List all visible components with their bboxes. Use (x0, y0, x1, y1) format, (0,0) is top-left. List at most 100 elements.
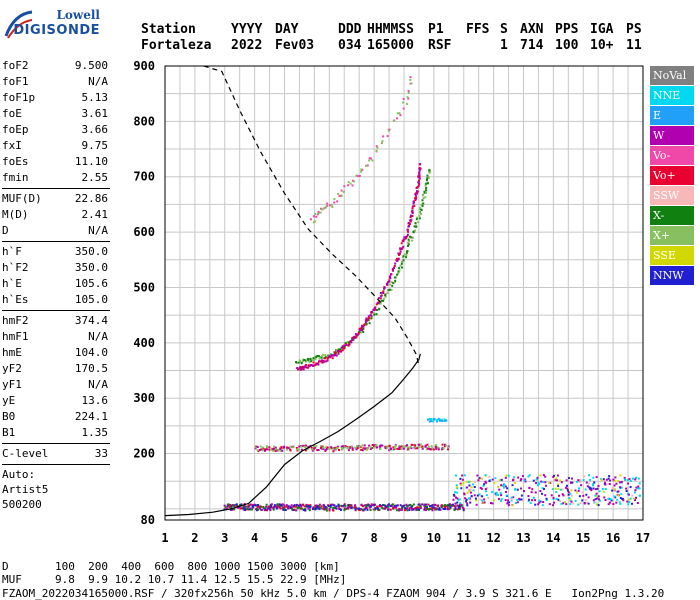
trace-f2-xplus-point (339, 348, 342, 351)
x-tick-label: 9 (400, 531, 407, 545)
trace-e-layer-point (414, 507, 417, 510)
trace-e-layer-point (316, 506, 319, 509)
sporadic-e-point (596, 497, 599, 500)
trace-es-point (441, 443, 444, 446)
sporadic-e-point (638, 487, 641, 490)
param-label: M(D) (2, 208, 29, 221)
param-row: fxI 9.75 (2, 138, 110, 154)
sporadic-e-point (577, 503, 580, 506)
trace-f2-xplus-point (391, 284, 394, 287)
sporadic-e-point (550, 494, 553, 497)
trace-e-layer-point (335, 507, 338, 510)
trace-f2-oplus-point (332, 354, 335, 357)
sporadic-e-point (577, 489, 580, 492)
sporadic-e-point (487, 496, 490, 499)
sporadic-e-point (544, 475, 547, 478)
trace-e-layer-point (245, 505, 248, 508)
trace-f2-xplus-point (393, 281, 396, 284)
trace-f2-multihop-point (323, 207, 326, 210)
trace-e-layer-point (278, 506, 281, 509)
sporadic-e-point (628, 500, 631, 503)
trace-es-point (384, 447, 387, 450)
sporadic-e-point (540, 492, 543, 495)
param-value: 33 (94, 447, 108, 460)
trace-e-layer-point (436, 508, 439, 511)
param-row: foF1 N/A (2, 74, 110, 90)
trace-e-layer-point (305, 503, 308, 506)
trace-es-point (426, 447, 429, 450)
trace-es-point (369, 448, 372, 451)
trace-e-layer-point (278, 503, 281, 506)
sporadic-e-point (619, 497, 622, 500)
trace-f2-oplus-point (408, 223, 411, 226)
y-tick-label: 900 (133, 59, 155, 73)
sporadic-e-point (501, 484, 504, 487)
trace-es-point (351, 447, 354, 450)
sporadic-e-point (537, 503, 540, 506)
trace-f2-multihop-point (342, 190, 345, 193)
param-value: 350.0 (74, 261, 108, 274)
sporadic-e-point (639, 494, 642, 497)
sporadic-e-point (594, 498, 597, 501)
trace-e-layer-point (409, 503, 412, 506)
trace-f2-xplus-point (305, 359, 308, 362)
trace-e-layer-point (354, 506, 357, 509)
sporadic-e-point (539, 490, 542, 493)
trace-es-point (273, 445, 276, 448)
trace-e-layer-point (439, 508, 442, 511)
trace-es-point (266, 446, 269, 449)
trace-es-point (287, 446, 290, 449)
trace-f2-multihop-point (343, 185, 346, 188)
trace-f2-xplus-point (335, 350, 338, 353)
sporadic-e-point (579, 480, 582, 483)
sporadic-e-point (514, 482, 517, 485)
sporadic-e-point (517, 476, 520, 479)
sporadic-e-point (464, 497, 467, 500)
trace-es-point (414, 444, 417, 447)
trace-e-layer-point (249, 507, 252, 510)
trace-e-layer-point (438, 506, 441, 509)
trace-e-layer-point (438, 508, 441, 511)
trace-f2-oplus-point (409, 215, 412, 218)
sporadic-e-point (566, 489, 569, 492)
trace-es-point (414, 446, 417, 449)
trace-e-layer-point (393, 506, 396, 509)
sporadic-e-point (505, 494, 508, 497)
trace-f2-xplus-point (422, 197, 425, 200)
sporadic-e-point (559, 500, 562, 503)
trace-e-layer-point (462, 509, 465, 512)
trace-es-point (360, 448, 363, 451)
sporadic-e-point (627, 498, 630, 501)
sporadic-e-point (477, 479, 480, 482)
trace-f2-xplus-point (383, 297, 386, 300)
trace-f2-xplus-point (318, 357, 321, 360)
trace-e-layer-point (265, 503, 268, 506)
sporadic-e-point (544, 494, 547, 497)
trace-e-layer-point (380, 504, 383, 507)
trace-f2-multihop-point (337, 192, 340, 195)
x-tick-label: 5 (281, 531, 288, 545)
trace-e-layer-point (403, 504, 406, 507)
trace-f2-oplus-point (375, 303, 378, 306)
trace-es-point (425, 448, 428, 451)
trace-e-layer-point (303, 505, 306, 508)
trace-e-layer-point (405, 503, 408, 506)
sporadic-e-point (604, 481, 607, 484)
trace-f2-oplus-point (396, 259, 399, 262)
trace-e-layer-point (424, 505, 427, 508)
trace-f2-multihop-point (409, 82, 412, 85)
trace-e-layer-point (446, 508, 449, 511)
trace-es-point (361, 449, 364, 452)
trace-f2-xplus-point (295, 360, 298, 363)
trace-es-point (442, 447, 445, 450)
trace-e-layer-point (427, 503, 430, 506)
sporadic-e-point (585, 493, 588, 496)
sporadic-e-point (569, 503, 572, 506)
trace-e-layer-point (453, 508, 456, 511)
trace-f2-xplus-point (403, 253, 406, 256)
param-row: MUF(D) 22.86 (2, 191, 110, 207)
param-row: hmF1 N/A (2, 329, 110, 345)
trace-f2-oplus-point (403, 236, 406, 239)
param-separator (2, 188, 110, 189)
trace-f2-multihop-point (329, 204, 332, 207)
